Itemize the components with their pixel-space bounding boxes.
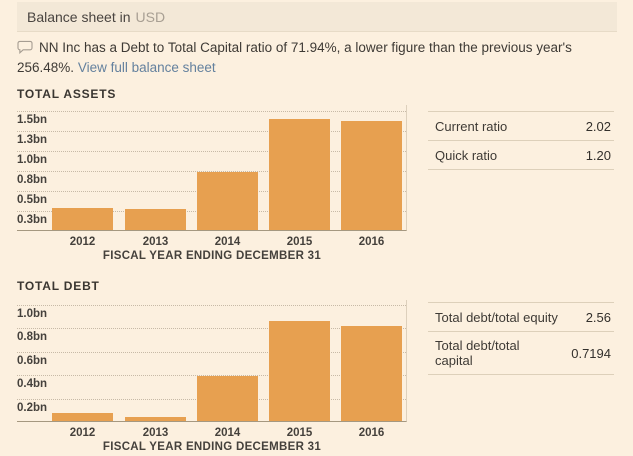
x-axis-title: FISCAL YEAR ENDING DECEMBER 31	[102, 250, 322, 262]
gridline	[17, 351, 406, 353]
table-row: Total debt/total capital 0.7194	[428, 332, 614, 375]
gridline	[17, 151, 406, 152]
y-axis-tick-label: 0.2bn	[17, 401, 48, 414]
y-axis-tick-label: 0.5bn	[17, 194, 48, 206]
speech-bubble-icon	[17, 40, 33, 55]
y-axis-tick-label: 1.0bn	[17, 307, 48, 320]
bar-2014	[197, 172, 258, 230]
ratio-value: 2.56	[585, 309, 611, 325]
y-axis-tick-label: 1.3bn	[17, 134, 48, 146]
ratio-value: 1.20	[585, 147, 611, 163]
gridline	[17, 375, 406, 377]
gridline	[17, 304, 406, 306]
y-axis-tick-label: 0.6bn	[17, 354, 48, 367]
bar-2013	[125, 209, 186, 230]
x-axis-tick-label: 2016	[358, 236, 385, 248]
section-title: Balance sheet in	[27, 8, 131, 25]
x-axis-tick-label: 2016	[358, 427, 385, 439]
bar-2012	[52, 413, 113, 421]
x-axis-tick-label: 2014	[214, 236, 241, 248]
total-debt-chart: 0.2bn 0.4bn 0.6bn 0.8bn 1.0bn	[17, 300, 407, 422]
debt-ratios-table: Total debt/total equity 2.56 Total debt/…	[428, 302, 614, 375]
x-axis-tick-label: 2014	[214, 427, 241, 439]
x-axis-tick-label: 2012	[69, 427, 96, 439]
chart-title: TOTAL ASSETS	[17, 87, 117, 101]
analysis-note-text: NN Inc has a Debt to Total Capital ratio…	[17, 40, 572, 75]
x-axis-labels: 2012 2013 2014 2015 2016	[17, 236, 407, 250]
y-axis-tick-label: 1.5bn	[17, 114, 48, 126]
y-axis-tick-label: 0.4bn	[17, 378, 48, 391]
table-row: Current ratio 2.02	[428, 112, 614, 141]
currency-label: USD	[135, 8, 166, 25]
bar-2015	[269, 119, 330, 230]
ratio-label: Current ratio	[435, 118, 508, 134]
bar-2016	[341, 326, 402, 421]
bar-2012	[52, 208, 113, 230]
x-axis-tick-label: 2013	[142, 236, 169, 248]
section-header: Balance sheet in USD	[17, 2, 617, 32]
bar-2014	[197, 376, 258, 421]
ratio-value: 2.02	[585, 118, 611, 134]
analysis-note: NN Inc has a Debt to Total Capital ratio…	[17, 38, 616, 78]
bar-2015	[269, 321, 330, 421]
x-axis-title: FISCAL YEAR ENDING DECEMBER 31	[102, 441, 322, 453]
x-axis-tick-label: 2015	[286, 236, 313, 248]
bar-2013	[125, 417, 186, 421]
ratio-value: 0.7194	[571, 345, 611, 361]
bar-2016	[341, 121, 402, 230]
gridline	[17, 131, 406, 132]
y-axis-tick-label: 0.8bn	[17, 174, 48, 186]
x-axis-tick-label: 2013	[142, 427, 169, 439]
x-axis-tick-label: 2015	[286, 427, 313, 439]
ratio-label: Total debt/total equity	[435, 309, 558, 325]
gridline	[17, 328, 406, 330]
y-axis-tick-label: 0.8bn	[17, 331, 48, 344]
chart-title: TOTAL DEBT	[17, 279, 100, 293]
ratio-label: Total debt/total capital	[435, 338, 520, 368]
table-row: Total debt/total equity 2.56	[428, 303, 614, 332]
gridline	[17, 111, 406, 112]
x-axis-tick-label: 2012	[69, 236, 96, 248]
y-axis-tick-label: 1.0bn	[17, 154, 48, 166]
gridline	[17, 171, 406, 172]
y-axis-tick-label: 0.3bn	[17, 214, 48, 226]
ratio-label: Quick ratio	[435, 147, 498, 163]
total-assets-chart: 0.3bn 0.5bn 0.8bn 1.0bn 1.3bn 1.5bn	[17, 105, 407, 231]
x-axis-labels: 2012 2013 2014 2015 2016	[17, 427, 407, 441]
view-balance-sheet-link[interactable]: View full balance sheet	[77, 60, 216, 75]
liquidity-ratios-table: Current ratio 2.02 Quick ratio 1.20	[428, 111, 614, 170]
table-row: Quick ratio 1.20	[428, 141, 614, 170]
